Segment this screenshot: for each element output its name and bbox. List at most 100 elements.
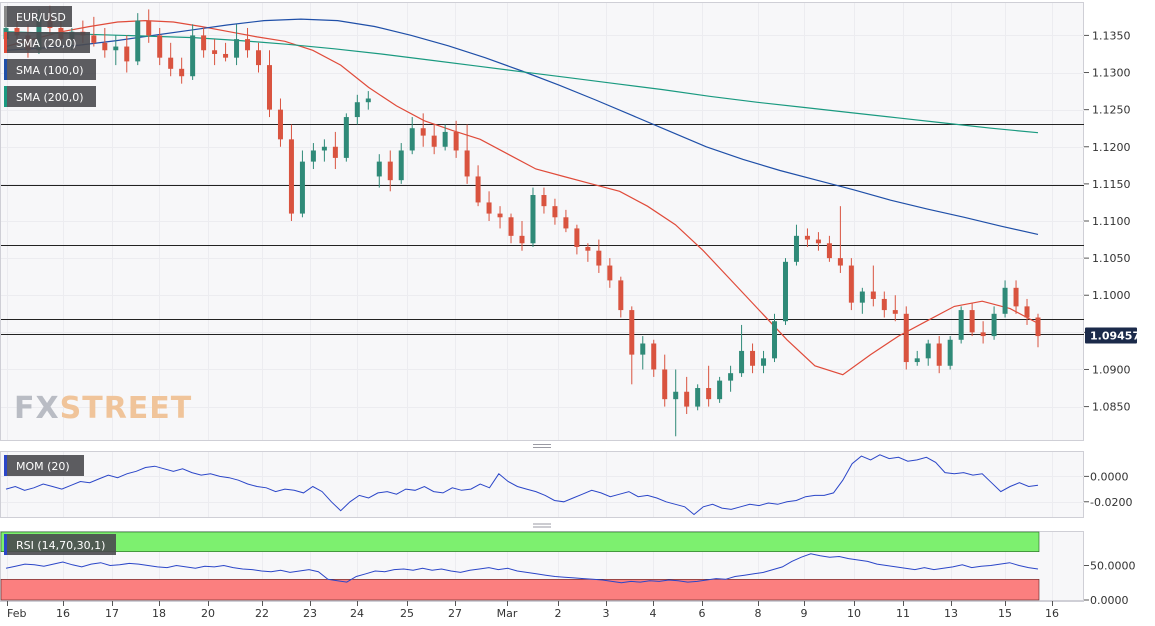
time-axis-label: 27 — [448, 607, 462, 620]
price-axis-label: 1.1000 — [1092, 289, 1131, 302]
legend-momentum-accent — [4, 455, 7, 476]
candle-bullish — [442, 131, 448, 147]
candle-bearish — [892, 310, 898, 314]
candle-bullish — [859, 291, 865, 303]
price-axis-label: 1.0850 — [1092, 401, 1131, 414]
time-axis-label: 3 — [603, 607, 610, 620]
legend-rsi-bg — [4, 534, 116, 555]
candle-bullish — [991, 313, 997, 337]
candle-bearish — [552, 206, 558, 218]
time-axis-label: 6 — [699, 607, 706, 620]
candle-bullish — [299, 161, 305, 214]
price-axis-label: 1.1250 — [1092, 104, 1131, 117]
candle-bearish — [1013, 287, 1019, 307]
rsi-oversold-zone — [0, 578, 1040, 601]
candle-bearish — [629, 310, 635, 355]
candle-bearish — [750, 350, 756, 366]
candle-bearish — [815, 239, 821, 244]
legend-sma-20-bg — [4, 32, 90, 53]
time-axis-label: Feb — [7, 607, 26, 620]
candle-bullish — [376, 161, 382, 177]
price-axis-label: 1.1050 — [1092, 252, 1131, 265]
candle-bullish — [717, 380, 723, 400]
candle-bearish — [804, 235, 810, 240]
legend-symbol-label: EUR/USD — [16, 11, 66, 24]
candle-bullish — [728, 373, 734, 381]
candle-bullish — [398, 150, 404, 181]
momentum-axis-label: 0.0000 — [1090, 470, 1129, 483]
price-axis-label: 1.1150 — [1092, 178, 1131, 191]
time-axis-label: 16 — [1045, 607, 1059, 620]
candle-bullish — [958, 310, 964, 340]
candle-bullish — [925, 343, 931, 359]
legend-sma-200-label: SMA (200,0) — [16, 91, 84, 104]
price-axis-label: 1.0900 — [1092, 363, 1131, 376]
time-axis-label: 17 — [105, 607, 119, 620]
legend-sma-200-accent — [4, 86, 7, 107]
candle-bearish — [837, 258, 843, 266]
candle-bullish — [947, 339, 953, 366]
rsi-axis-label: 0.0000 — [1090, 594, 1129, 607]
candle-bearish — [277, 109, 283, 140]
candle-bearish — [102, 42, 108, 51]
candle-bearish — [826, 243, 832, 259]
candle-bearish — [563, 217, 569, 229]
legend-sma-200-bg — [4, 86, 96, 107]
candle-bearish — [607, 265, 613, 281]
legend-momentum-label: MOM (20) — [16, 460, 70, 473]
candle-bearish — [980, 332, 986, 337]
legend-rsi-label: RSI (14,70,30,1) — [16, 539, 105, 552]
time-axis-label: 22 — [255, 607, 269, 620]
candle-bearish — [157, 35, 163, 58]
legend-sma-200: SMA (200,0) — [4, 86, 96, 107]
momentum-panel — [0, 451, 1084, 518]
rsi-axis-label: 50.0000 — [1090, 560, 1136, 573]
rsi-line — [5, 553, 1039, 584]
candle-bearish — [881, 298, 887, 311]
candle-bearish — [256, 50, 262, 66]
momentum-axis-label: -0.0200 — [1090, 496, 1132, 509]
candle-bearish — [168, 57, 174, 69]
candle-bearish — [651, 343, 657, 370]
momentum-line — [5, 454, 1039, 516]
price-axis-label: 1.1200 — [1092, 141, 1131, 154]
time-axis-label: 8 — [755, 607, 762, 620]
candle-bullish — [354, 102, 360, 118]
legend-symbol-accent — [4, 6, 7, 27]
candle-bullish — [761, 358, 767, 366]
sma-100-line — [5, 18, 1039, 235]
time-axis-label: Mar — [497, 607, 518, 620]
candle-bullish — [343, 117, 349, 158]
candle-bearish — [903, 313, 909, 363]
candle-bearish — [1035, 317, 1041, 337]
candle-bearish — [475, 176, 481, 203]
candle-bearish — [684, 391, 690, 407]
candle-bullish — [793, 235, 799, 262]
candle-bearish — [453, 131, 459, 151]
legend-symbol-bg — [4, 6, 72, 27]
candle-bearish — [124, 46, 130, 62]
candle-bearish — [618, 280, 624, 311]
candle-bearish — [332, 146, 338, 158]
candle-bearish — [464, 150, 470, 177]
candle-bearish — [706, 388, 712, 400]
price-axis-label: 1.1300 — [1092, 67, 1131, 80]
watermark-fx: FX — [14, 391, 60, 426]
time-axis-label: 10 — [847, 607, 861, 620]
last-price-tag — [1085, 327, 1137, 344]
legend-sma-20: SMA (20,0) — [4, 32, 90, 53]
candle-bearish — [585, 246, 591, 251]
candle-bearish — [936, 343, 942, 366]
candle-bearish — [387, 161, 393, 181]
candle-bearish — [431, 135, 437, 147]
candle-bullish — [673, 391, 679, 400]
legend-sma-100-accent — [4, 59, 7, 80]
candle-bearish — [91, 35, 97, 43]
time-axis-label: 16 — [56, 607, 70, 620]
candle-bullish — [695, 388, 701, 407]
candle-bearish — [596, 250, 602, 266]
candle-bearish — [969, 310, 975, 333]
candle-bearish — [146, 20, 152, 36]
candle-bullish — [135, 20, 141, 62]
candle-bullish — [914, 358, 920, 363]
